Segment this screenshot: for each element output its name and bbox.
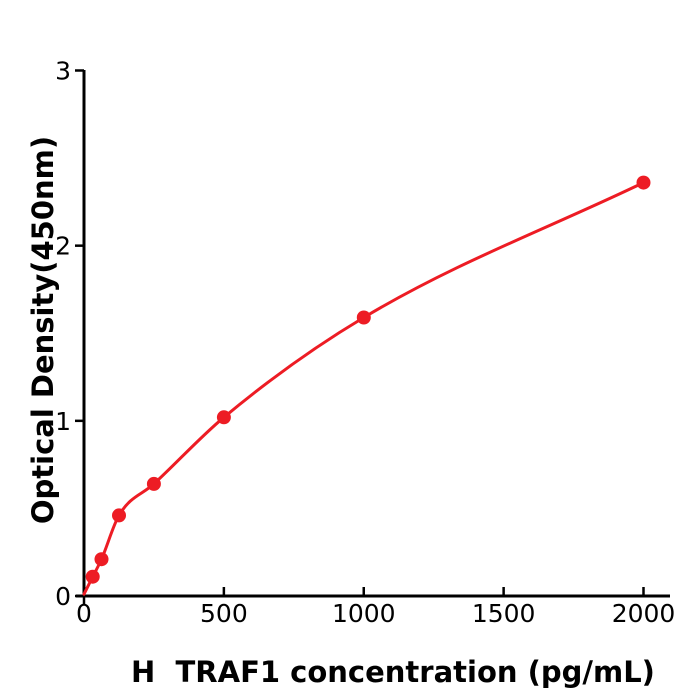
y-tick-label: 2 xyxy=(55,232,71,261)
data-point xyxy=(94,552,109,567)
fit-curve xyxy=(82,181,645,596)
y-tick-label: 1 xyxy=(55,407,71,436)
data-point xyxy=(216,410,231,425)
data-point xyxy=(85,569,100,584)
x-tick-label: 1000 xyxy=(332,599,396,628)
x-axis-title: H TRAF1 concentration (pg/mL) xyxy=(131,655,655,689)
x-tick-label: 2000 xyxy=(612,599,676,628)
data-point xyxy=(112,508,126,523)
x-tick-label: 0 xyxy=(76,599,92,628)
y-axis-title: Optical Density(450nm) xyxy=(26,135,60,525)
y-tick-label: 0 xyxy=(55,582,71,611)
data-point xyxy=(356,310,371,325)
data-point xyxy=(636,175,651,190)
x-tick-label: 1500 xyxy=(472,599,536,628)
y-tick-label: 3 xyxy=(55,57,71,86)
x-tick-label: 500 xyxy=(200,599,248,628)
data-point xyxy=(146,476,161,491)
